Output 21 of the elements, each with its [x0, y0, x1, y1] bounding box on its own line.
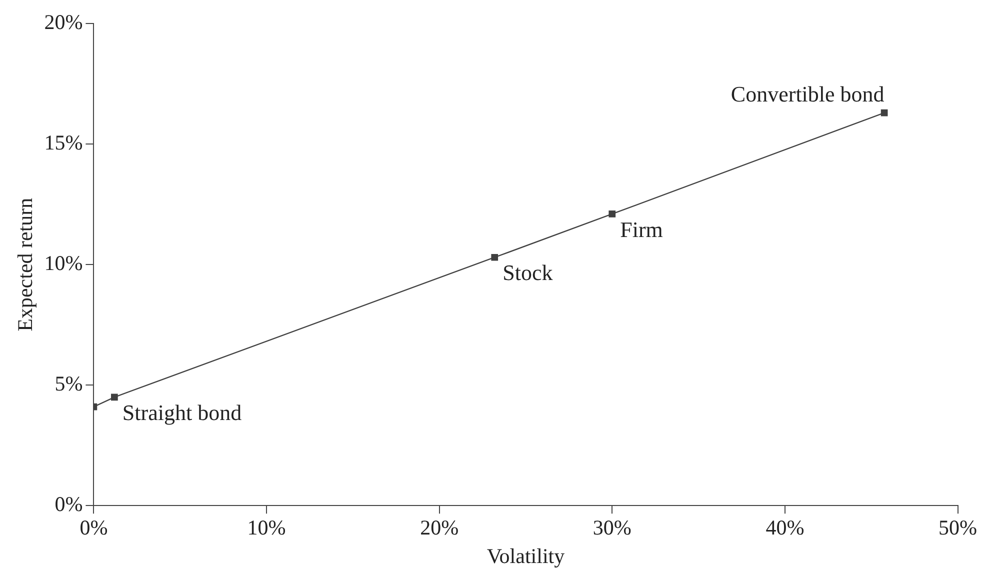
point — [608, 210, 616, 218]
annotation: Convertible bond — [730, 82, 884, 107]
y-tick-label: 20% — [44, 10, 83, 34]
x-tick-label: 50% — [938, 516, 978, 540]
x-tick-label: 10% — [247, 516, 286, 540]
annotation: Straight bond — [122, 400, 242, 425]
annotation: Stock — [502, 260, 553, 286]
x-axis-title: Volatility — [486, 544, 566, 568]
y-tick-label: 10% — [44, 251, 83, 276]
x-tick-label: 40% — [766, 516, 804, 540]
annotation: Firm — [620, 216, 663, 242]
x-tick-label: 20% — [420, 516, 459, 540]
y-tick-label: 15% — [44, 130, 83, 155]
x-tick-label: 30% — [592, 516, 632, 540]
point — [111, 394, 118, 401]
point — [880, 109, 888, 116]
y-tick-label: 0% — [54, 492, 83, 516]
x-tick-label: 0% — [80, 516, 108, 540]
y-tick-label: 5% — [54, 372, 83, 396]
y-axis-title: Expected return — [13, 197, 38, 332]
point — [491, 254, 498, 261]
